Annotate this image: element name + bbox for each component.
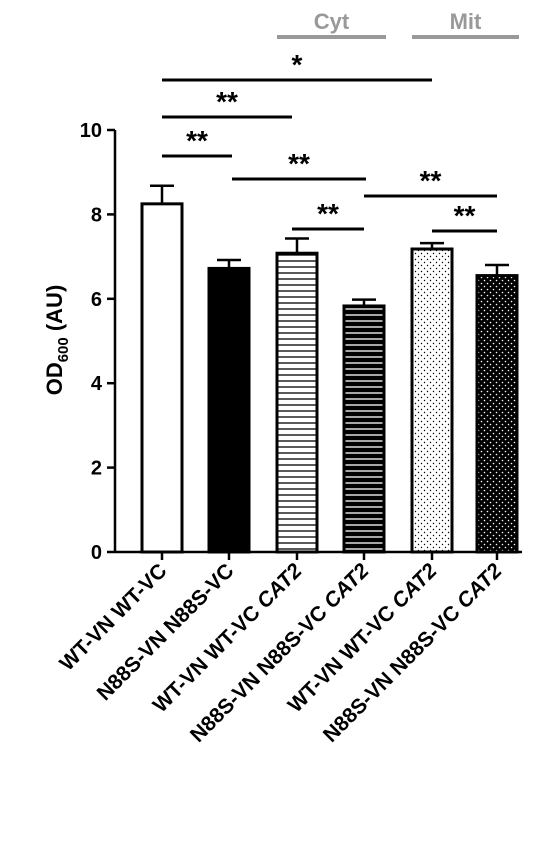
bar <box>207 266 251 554</box>
bar <box>140 202 184 554</box>
y-tick-label: 2 <box>91 458 102 480</box>
significance-label: ** <box>288 148 310 179</box>
bar <box>475 274 519 554</box>
group-label: Mit <box>450 9 482 34</box>
y-tick-label: 6 <box>91 289 102 311</box>
y-tick-label: 10 <box>80 120 102 142</box>
y-tick-label: 4 <box>91 373 103 395</box>
bar <box>410 247 454 554</box>
significance-label: * <box>292 49 303 80</box>
significance-label: ** <box>420 165 442 196</box>
y-tick-label: 0 <box>91 542 102 564</box>
y-axis-label: OD600 (AU) <box>42 285 72 396</box>
bar <box>275 251 319 554</box>
significance-label: ** <box>216 86 238 117</box>
significance-label: ** <box>317 198 339 229</box>
group-label: Cyt <box>314 9 350 34</box>
y-tick-label: 8 <box>91 204 102 226</box>
significance-label: ** <box>454 200 476 231</box>
bar <box>342 304 386 554</box>
significance-label: ** <box>186 125 208 156</box>
